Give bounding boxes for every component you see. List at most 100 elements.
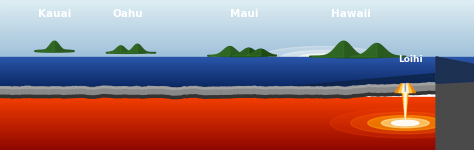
Bar [0,64,474,65]
Bar [0,127,474,128]
Bar [0,12,474,13]
Polygon shape [310,41,377,57]
Polygon shape [35,41,74,51]
Bar [0,125,474,126]
Polygon shape [313,42,344,57]
Bar [0,36,474,37]
Bar [0,145,474,146]
Bar [0,113,474,114]
Bar [0,109,474,110]
Bar [0,35,474,36]
Polygon shape [106,46,136,53]
Bar [0,85,474,86]
Text: Maui: Maui [230,9,258,19]
Bar [0,84,474,85]
Bar [0,137,474,138]
Bar [0,122,474,123]
Bar [0,11,474,12]
Bar [0,29,474,30]
Bar [0,134,474,135]
Bar [0,4,474,5]
Bar [0,17,474,18]
Bar [0,110,474,111]
Bar [0,149,474,150]
Bar [0,15,474,16]
Bar [0,79,474,80]
Bar [0,124,474,125]
Bar [0,107,474,108]
Bar [0,56,474,57]
Bar [0,26,474,27]
Bar [0,5,474,6]
Bar [0,1,474,2]
Bar [0,82,474,83]
Bar [0,14,474,15]
Bar [0,128,474,129]
Bar [0,24,474,25]
Polygon shape [121,45,137,53]
Bar [0,63,474,64]
Polygon shape [210,47,230,56]
Bar [0,68,474,69]
Text: Loihi: Loihi [398,55,422,64]
Bar [0,42,474,43]
Polygon shape [37,42,55,51]
Polygon shape [108,46,121,53]
Polygon shape [119,44,155,53]
Bar [0,102,474,103]
Polygon shape [0,81,474,96]
Bar [0,119,474,120]
Bar [0,100,474,101]
Ellipse shape [351,112,460,134]
Bar [0,38,474,39]
Polygon shape [0,90,474,99]
Bar [0,136,474,137]
Polygon shape [436,57,474,150]
Bar [0,140,474,141]
Ellipse shape [109,52,146,53]
Bar [0,20,474,21]
Bar [0,115,474,116]
Bar [0,77,474,78]
Bar [0,118,474,119]
Bar [0,112,474,113]
Bar [0,31,474,32]
Polygon shape [436,57,474,83]
Ellipse shape [35,50,74,52]
Bar [0,60,474,61]
Bar [0,34,474,35]
Ellipse shape [308,56,337,61]
Bar [0,108,474,109]
Bar [0,75,474,76]
Bar [0,50,474,51]
Bar [0,86,474,87]
Polygon shape [351,44,377,57]
Bar [0,46,474,48]
Bar [0,72,474,73]
Bar [0,6,474,7]
Ellipse shape [324,55,392,58]
Bar [0,43,474,44]
Bar [0,41,474,42]
Bar [0,58,474,59]
Bar [0,103,474,104]
Bar [0,62,474,63]
Bar [0,74,474,75]
Polygon shape [231,48,267,56]
Polygon shape [208,47,252,56]
Bar [0,139,474,140]
Bar [0,126,474,127]
Ellipse shape [392,120,419,126]
Ellipse shape [216,54,268,57]
Bar [0,21,474,22]
Bar [0,141,474,142]
Bar [0,111,474,112]
Bar [0,2,474,3]
Bar [0,133,474,134]
Ellipse shape [368,116,443,130]
Bar [0,117,474,118]
Bar [0,83,474,84]
Polygon shape [0,81,474,90]
Bar [0,143,474,144]
Bar [0,76,474,77]
